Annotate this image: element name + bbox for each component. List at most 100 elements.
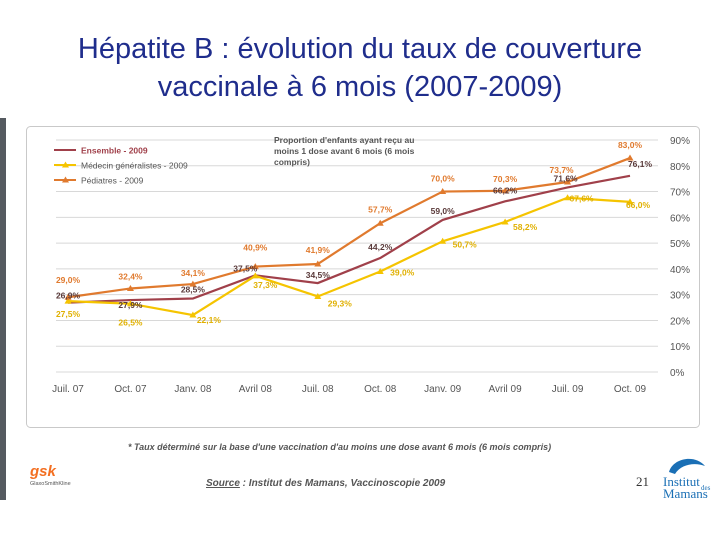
page-number: 21 bbox=[636, 474, 649, 489]
data-label: 41,9% bbox=[306, 245, 331, 255]
slide-title-line-2: vaccinale à 6 mois (2007-2009) bbox=[157, 71, 563, 103]
data-point bbox=[564, 194, 572, 201]
series-line bbox=[67, 174, 631, 304]
y-tick-label: 80% bbox=[670, 162, 690, 173]
legend-marker bbox=[62, 176, 69, 183]
data-point bbox=[314, 260, 322, 267]
chart-svg: 0% 10% 20% 30% 40% 50% 60% 70% 80% 90% Juil. 07 Oct… bbox=[26, 126, 700, 428]
data-label: 66,2% bbox=[493, 185, 518, 195]
data-point bbox=[189, 280, 197, 287]
data-point bbox=[501, 187, 509, 194]
data-label: 76,1% bbox=[628, 159, 653, 169]
data-label: 26,5% bbox=[118, 318, 143, 328]
data-point bbox=[626, 198, 634, 205]
data-label: 57,7% bbox=[368, 204, 393, 214]
x-tick-label: Juil. 08 bbox=[302, 384, 334, 395]
data-label: 71,6% bbox=[554, 173, 579, 183]
data-label: 66,0% bbox=[626, 200, 651, 210]
y-tick-label: 50% bbox=[670, 239, 690, 250]
data-label: 59,0% bbox=[431, 206, 456, 216]
data-label: 50,7% bbox=[453, 239, 478, 249]
x-tick-label: Oct. 08 bbox=[364, 384, 397, 395]
chart-title-line: Proportion d'enfants ayant reçu au bbox=[274, 135, 414, 145]
data-label: 73,7% bbox=[550, 165, 575, 175]
source-note: Source : Institut des Mamans, Vaccinosco… bbox=[206, 478, 445, 489]
y-tick-label: 60% bbox=[670, 213, 690, 224]
data-label: 28,5% bbox=[181, 285, 206, 295]
x-tick-label: Janv. 09 bbox=[424, 384, 461, 395]
data-point bbox=[251, 263, 259, 270]
data-label: 40,9% bbox=[243, 243, 268, 253]
y-tick-label: 30% bbox=[670, 291, 690, 302]
data-label: 67,6% bbox=[570, 194, 595, 204]
data-label: 34,1% bbox=[181, 268, 206, 278]
data-point bbox=[564, 178, 572, 185]
y-tick-label: 90% bbox=[670, 136, 690, 147]
data-label: 39,0% bbox=[390, 267, 415, 277]
data-label: 37,5% bbox=[233, 263, 258, 273]
data-label: 27,5% bbox=[56, 309, 81, 319]
series-line bbox=[67, 196, 631, 317]
legend-label: Pédiatres - 2009 bbox=[81, 176, 144, 186]
data-label: 22,1% bbox=[197, 315, 222, 325]
data-label: 70,0% bbox=[431, 174, 456, 184]
chart-footnote: * Taux déterminé sur la base d'une vacci… bbox=[128, 442, 552, 452]
data-point bbox=[314, 292, 322, 299]
left-accent-bar bbox=[0, 118, 6, 500]
data-point bbox=[439, 188, 447, 195]
logo-line-1: Institut bbox=[663, 474, 700, 489]
data-point bbox=[64, 293, 72, 300]
legend-label: Médecin généralistes - 2009 bbox=[81, 161, 188, 171]
x-tick-label: Oct. 07 bbox=[114, 384, 147, 395]
x-tick-label: Avril 09 bbox=[489, 384, 523, 395]
data-label: 83,0% bbox=[618, 140, 643, 150]
data-label: 26,9% bbox=[56, 291, 81, 301]
chart-border bbox=[26, 126, 700, 428]
institut-des-mamans-logo: Institut des Mamans bbox=[655, 456, 717, 502]
y-tick-label: 20% bbox=[670, 316, 690, 327]
data-label: 58,2% bbox=[513, 222, 538, 232]
gsk-logo-text: gsk bbox=[29, 463, 57, 480]
x-tick-label: Juil. 09 bbox=[552, 384, 584, 395]
data-point bbox=[439, 237, 447, 244]
x-tick-label: Avril 08 bbox=[239, 384, 273, 395]
legend-marker bbox=[62, 161, 69, 168]
data-point bbox=[376, 267, 384, 274]
y-tick-label: 40% bbox=[670, 265, 690, 276]
data-point bbox=[64, 297, 72, 304]
slide-title: Hépatite B : évolution du taux de couver… bbox=[0, 30, 720, 106]
legend-label: Ensemble - 2009 bbox=[81, 146, 148, 156]
gsk-logo-subtext: GlaxoSmithKline bbox=[30, 481, 71, 487]
logo-line-2: des bbox=[701, 484, 711, 492]
data-label: 29,0% bbox=[56, 275, 81, 285]
source-text: : Institut des Mamans, Vaccinoscopie 200… bbox=[239, 478, 446, 489]
data-point bbox=[501, 218, 509, 225]
data-label: 34,5% bbox=[306, 270, 331, 280]
data-point bbox=[126, 300, 134, 307]
x-tick-label: Janv. 08 bbox=[174, 384, 211, 395]
data-point bbox=[626, 154, 634, 161]
y-tick-label: 70% bbox=[670, 188, 690, 199]
chart-title-line: compris) bbox=[274, 157, 310, 167]
gsk-logo: gsk GlaxoSmithKline bbox=[28, 462, 100, 488]
source-label: Source bbox=[206, 478, 240, 489]
data-label: 37,3% bbox=[253, 280, 278, 290]
data-label: 44,2% bbox=[368, 242, 393, 252]
data-point bbox=[376, 219, 384, 226]
data-label: 27,9% bbox=[118, 300, 143, 310]
x-tick-label: Oct. 09 bbox=[614, 384, 647, 395]
y-tick-label: 10% bbox=[670, 342, 690, 353]
chart-title-line: moins 1 dose avant 6 mois (6 mois bbox=[274, 146, 415, 156]
series-line bbox=[67, 157, 631, 299]
chart: 0% 10% 20% 30% 40% 50% 60% 70% 80% 90% Juil. 07 Oct… bbox=[26, 126, 700, 428]
data-point bbox=[251, 272, 259, 279]
y-tick-label: 0% bbox=[670, 368, 685, 379]
x-tick-label: Juil. 07 bbox=[52, 384, 84, 395]
data-label: 32,4% bbox=[118, 271, 143, 281]
data-point bbox=[189, 311, 197, 318]
data-point bbox=[126, 284, 134, 291]
slide-title-line-1: Hépatite B : évolution du taux de couver… bbox=[77, 33, 643, 65]
data-label: 29,3% bbox=[328, 298, 353, 308]
logo-line-3: Mamans bbox=[663, 486, 708, 501]
data-label: 70,3% bbox=[493, 174, 518, 184]
